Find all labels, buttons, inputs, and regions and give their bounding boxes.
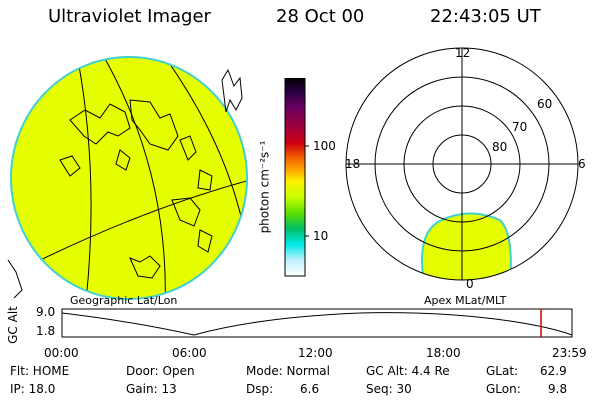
graticule-lines: [19, 58, 246, 298]
timeline-x-2359: 23:59: [552, 346, 587, 360]
mlt-label-6: 6: [578, 157, 586, 171]
right-panel-caption: Apex MLat/MLT: [424, 294, 507, 307]
colorbar-tick-100: 100: [313, 139, 336, 153]
colorbar-unit-label: photon cm⁻²s⁻¹: [257, 140, 272, 234]
timeline-frame: [61, 308, 573, 338]
mlt-label-12: 12: [455, 46, 471, 60]
info-glon-value: 9.8: [548, 382, 568, 396]
mlat-label-70: 70: [512, 120, 528, 134]
info-gcalt: GC Alt: 4.4 Re: [366, 364, 450, 378]
date-label: 28 Oct 00: [276, 6, 365, 27]
timeline-x-0600: 06:00: [172, 346, 207, 360]
info-dsp-label: Dsp:: [246, 382, 274, 396]
info-flt: Flt: HOME: [10, 364, 70, 378]
mlat-label-80: 80: [492, 140, 508, 154]
left-panel-caption: Geographic Lat/Lon: [70, 294, 178, 307]
info-mode: Mode: Normal: [246, 364, 330, 378]
auroral-oval-region: [420, 212, 512, 280]
outside-coastlines: [7, 68, 243, 299]
colorbar-tick-10: 10: [313, 229, 329, 243]
info-ip: IP: 18.0: [10, 382, 56, 396]
timeline-y-tick-bottom: 1.8: [36, 324, 56, 338]
timeline-x-1200: 12:00: [298, 346, 333, 360]
time-label: 22:43:05 UT: [430, 6, 541, 27]
timeline-y-tick-top: 9.0: [36, 305, 56, 319]
info-door: Door: Open: [126, 364, 195, 378]
timeline-x-1800: 18:00: [426, 346, 461, 360]
mlt-label-18: 18: [345, 157, 361, 171]
info-seq: Seq: 30: [366, 382, 412, 396]
colorbar: [284, 78, 309, 277]
info-glat-label: GLat:: [486, 364, 519, 378]
info-gain: Gain: 13: [126, 382, 177, 396]
mlt-label-0: 0: [466, 277, 474, 291]
colorbar-scale: [284, 78, 306, 277]
instrument-title: Ultraviolet Imager: [48, 6, 211, 27]
altitude-curve: [61, 312, 573, 336]
mlat-label-60: 60: [537, 97, 553, 111]
geographic-image-panel: [7, 56, 248, 300]
timeline-x-0000: 00:00: [44, 346, 79, 360]
coastline-outlines: [59, 99, 213, 279]
polar-plot: [345, 47, 579, 281]
info-dsp-value: 6.6: [300, 382, 320, 396]
timeline-y-label: GC Alt: [5, 306, 20, 344]
info-glat-value: 62.9: [540, 364, 567, 378]
polar-grid: [345, 47, 579, 281]
altitude-timeline: [61, 308, 573, 338]
info-glon-label: GLon:: [486, 382, 521, 396]
auroral-image-disk: [10, 56, 248, 300]
